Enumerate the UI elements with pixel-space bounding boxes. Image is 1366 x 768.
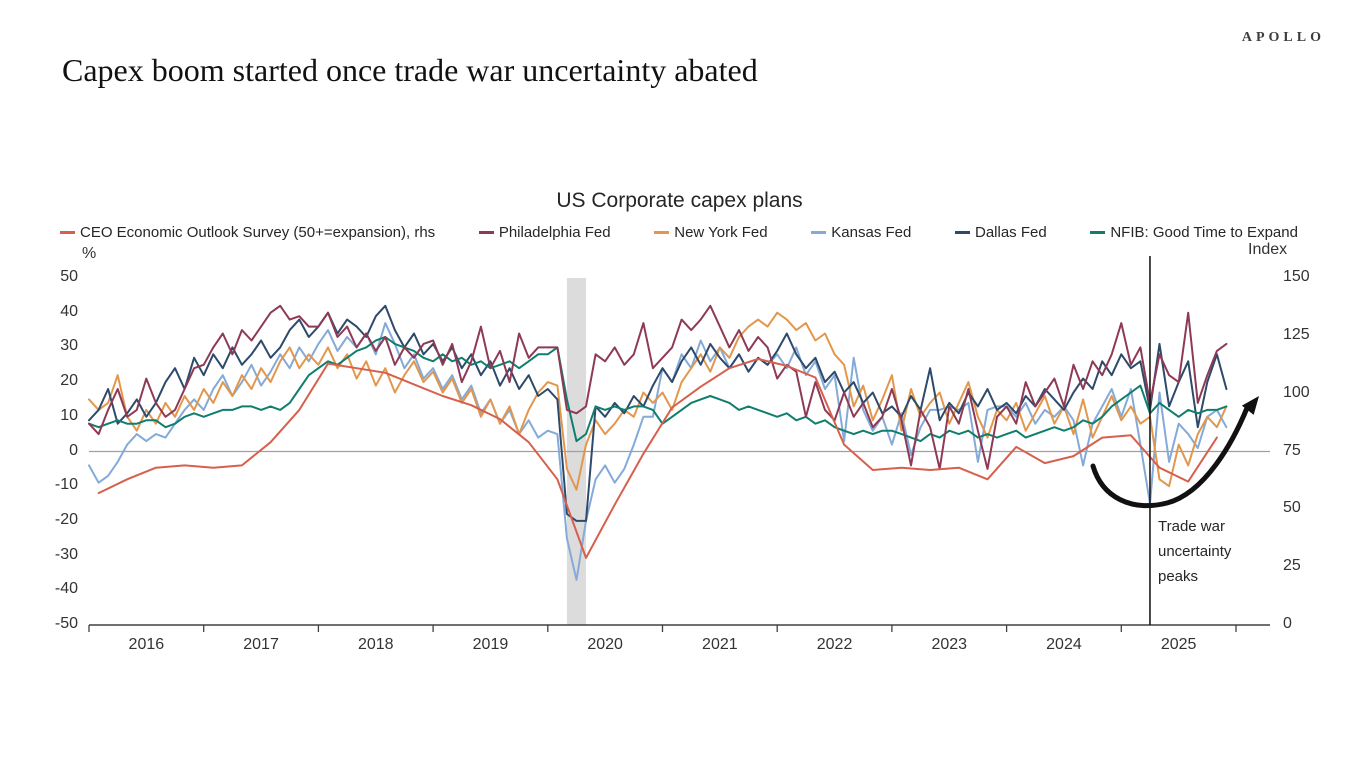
series-line-2 — [88, 311, 1228, 491]
left-axis-tick-label: -40 — [54, 580, 78, 598]
left-axis-tick-label: -20 — [54, 510, 78, 528]
legend-swatch — [60, 230, 75, 234]
legend-swatch — [811, 230, 827, 234]
right-axis-tick-label: 75 — [1283, 441, 1301, 459]
legend-swatch — [954, 230, 970, 234]
page-title: Capex boom started once trade war uncert… — [62, 52, 758, 88]
legend-item-kansas-fed: Kansas Fed — [811, 224, 911, 241]
left-axis-tick-label: 0 — [69, 441, 78, 459]
series-line-4 — [88, 304, 1228, 522]
event-annotation-text: Trade war uncertainty peaks — [1158, 518, 1232, 585]
legend-label: Kansas Fed — [831, 223, 912, 241]
x-axis-year-label: 2022 — [816, 636, 853, 653]
right-axis-tick-label: 100 — [1283, 383, 1310, 401]
left-axis-tick-label: 30 — [60, 337, 78, 355]
x-axis-year-label: 2017 — [243, 636, 279, 653]
legend-item-nfib-good-time-to-expand: NFIB: Good Time to Expand — [1090, 224, 1298, 241]
legend-label: Philadelphia Fed — [498, 223, 611, 241]
legend-swatch — [654, 230, 670, 234]
legend-label: New York Fed — [674, 223, 768, 241]
left-axis-tick-label: 50 — [60, 268, 78, 285]
left-axis-tick-label: 10 — [60, 406, 78, 424]
x-axis-year-label: 2025 — [1160, 636, 1197, 653]
chart-legend: CEO Economic Outlook Survey (50+=expansi… — [60, 222, 1298, 242]
legend-label: CEO Economic Outlook Survey (50+=expansi… — [80, 223, 436, 241]
legend-swatch — [478, 230, 494, 234]
x-axis-year-label: 2021 — [702, 636, 738, 653]
apollo-logo: APOLLO — [1241, 30, 1325, 45]
series-line-1 — [88, 304, 1228, 470]
right-axis-tick-label: 50 — [1283, 499, 1301, 517]
left-axis-tick-label: 40 — [60, 302, 78, 320]
series-line-3 — [88, 322, 1228, 581]
chart-title: US Corporate capex plans — [556, 189, 803, 212]
left-axis-tick-label: 20 — [60, 372, 78, 390]
right-axis-unit-label: Index — [1248, 241, 1288, 258]
right-axis-tick-label: 0 — [1283, 615, 1292, 632]
legend-item-ceo-economic-outlook-survey-50-expansion-rhs: CEO Economic Outlook Survey (50+=expansi… — [60, 224, 435, 241]
left-axis-unit-label: % — [82, 245, 97, 262]
legend-item-dallas-fed: Dallas Fed — [954, 223, 1047, 241]
x-axis-year-label: 2023 — [931, 636, 968, 653]
right-axis-tick-label: 125 — [1283, 325, 1310, 343]
x-axis-year-label: 2020 — [587, 636, 623, 653]
left-axis-tick-label: -10 — [54, 476, 78, 494]
series-line-0 — [97, 358, 1218, 559]
series-line-5 — [88, 336, 1228, 443]
x-axis-year-label: 2016 — [128, 636, 165, 653]
legend-item-philadelphia-fed: Philadelphia Fed — [478, 223, 611, 241]
left-axis-tick-label: -50 — [54, 615, 78, 632]
trend-arrow-shaft — [1090, 405, 1250, 509]
legend-label: Dallas Fed — [974, 223, 1047, 241]
legend-swatch — [1090, 230, 1106, 234]
legend-label: NFIB: Good Time to Expand — [1110, 223, 1298, 241]
trend-arrow-head — [1241, 396, 1259, 415]
legend-item-new-york-fed: New York Fed — [654, 223, 768, 241]
right-axis-tick-label: 25 — [1283, 557, 1301, 575]
x-axis-year-label: 2018 — [357, 636, 394, 653]
left-axis-tick-label: -30 — [54, 545, 78, 563]
x-axis-year-label: 2024 — [1046, 636, 1082, 653]
right-axis-tick-label: 150 — [1283, 268, 1310, 285]
x-axis-year-label: 2019 — [472, 636, 509, 653]
